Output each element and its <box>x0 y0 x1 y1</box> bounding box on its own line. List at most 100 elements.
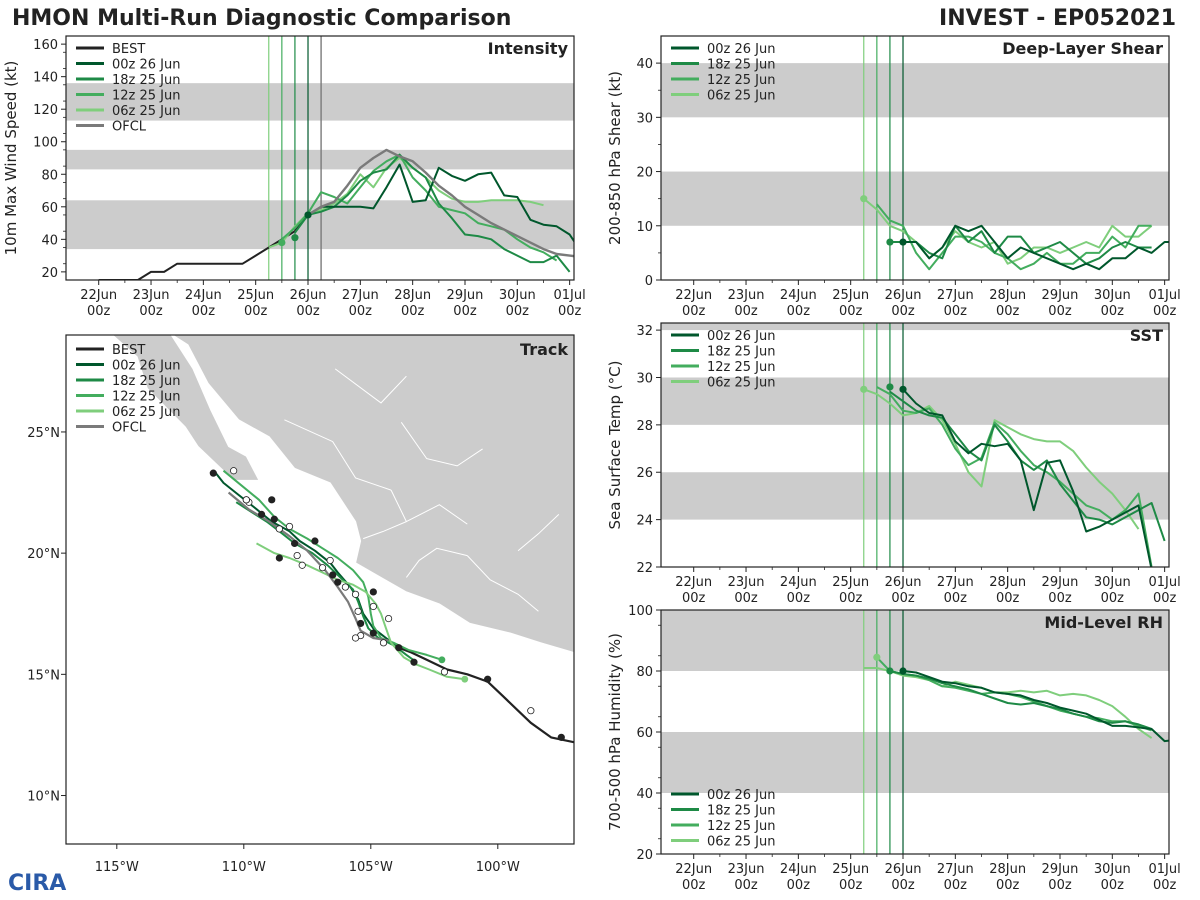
rh-xtick-label-day: 26Jun <box>885 862 922 877</box>
track-position-marker <box>257 510 266 518</box>
intensity-marker-2 <box>304 211 312 219</box>
rh-plot-area <box>661 610 1169 854</box>
rh-xtick-label-hour: 00z <box>944 878 968 893</box>
shear-legend-label-run_00z: 00z 26 Jun <box>707 42 776 57</box>
track-position-marker <box>379 639 388 647</box>
track-position-marker <box>268 496 276 504</box>
shear-marker-0 <box>860 195 868 203</box>
shear-xtick-label-hour: 00z <box>734 304 758 319</box>
main-title: HMON Multi-Run Diagnostic Comparison <box>12 6 512 31</box>
track-end-marker-06z <box>461 675 469 683</box>
shear-xtick-label-day: 28Jun <box>989 288 1026 303</box>
intensity-ylabel: 10m Max Wind Speed (kt) <box>2 61 20 256</box>
intensity-legend-label-best: BEST <box>112 42 145 57</box>
sst-xtick-label-day: 23Jun <box>728 575 765 590</box>
rh-xtick-label-day: 24Jun <box>780 862 817 877</box>
intensity-frame <box>65 35 575 281</box>
state-border-1 <box>363 489 408 540</box>
sst-xtick-label-day: 25Jun <box>832 575 869 590</box>
track-ytick-label: 10°N <box>27 790 60 805</box>
sst-xtick-label-day: 30Jun <box>1094 575 1131 590</box>
sst-legend-label-run_18z: 18z 25 Jun <box>707 345 776 360</box>
rh-xtick-label-hour: 00z <box>1048 878 1072 893</box>
rh-marker-2 <box>899 667 907 675</box>
intensity-panel: 2040608010012014016022Jun00z23Jun00z24Ju… <box>2 35 586 319</box>
intensity-xtick-label-day: 30Jun <box>499 288 536 303</box>
track-position-marker <box>527 707 535 715</box>
sst-ytick-label: 26 <box>636 466 653 481</box>
shear-ytick-label: 0 <box>645 274 653 289</box>
shear-panel: 01020304022Jun00z23Jun00z24Jun00z25Jun00… <box>606 35 1181 319</box>
intensity-title: Intensity <box>488 39 569 58</box>
shear-xtick-label-hour: 00z <box>1101 304 1125 319</box>
track-position-marker <box>209 469 217 477</box>
track-position-marker <box>341 583 349 591</box>
shear-legend-label-run_18z: 18z 25 Jun <box>707 58 776 73</box>
intensity-series-run_12z <box>281 153 558 262</box>
sst-xtick-label-hour: 00z <box>682 591 706 606</box>
rh-xtick-label-day: 25Jun <box>832 862 869 877</box>
track-position-marker <box>410 658 418 666</box>
track-position-marker <box>395 644 403 652</box>
sst-xtick-label-day: 24Jun <box>780 575 817 590</box>
rh-ytick-label: 40 <box>636 787 653 802</box>
track-position-marker <box>275 554 283 562</box>
intensity-xtick-label-hour: 00z <box>244 304 268 319</box>
sst-marker-2 <box>899 385 907 393</box>
track-frame <box>65 334 575 845</box>
sst-ytick-label: 32 <box>636 324 653 339</box>
land-mainland <box>66 335 574 654</box>
rh-ylabel: 700-500 hPa Humidity (%) <box>606 633 624 831</box>
rh-band-1 <box>661 610 1169 671</box>
track-series-ofcl <box>227 491 389 642</box>
intensity-legend-label-ofcl: OFCL <box>112 120 147 135</box>
shear-title: Deep-Layer Shear <box>1002 39 1163 58</box>
track-xtick-label: 115°W <box>95 860 139 875</box>
intensity-series-run_18z <box>294 153 571 273</box>
track-position-marker <box>326 556 334 565</box>
shear-frame <box>660 35 1170 281</box>
intensity-legend-label-run_00z: 00z 26 Jun <box>112 58 181 73</box>
track-position-marker <box>298 561 306 569</box>
shear-xtick-label-day: 27Jun <box>937 288 974 303</box>
shear-xtick-label-hour: 00z <box>682 304 706 319</box>
track-position-marker <box>285 522 294 531</box>
rh-xtick-label-hour: 00z <box>891 878 915 893</box>
sst-series-run_06z <box>863 388 1140 530</box>
state-border-0 <box>284 419 392 491</box>
sst-xtick-label-day: 28Jun <box>989 575 1026 590</box>
intensity-series-run_00z <box>307 163 574 243</box>
sst-ytick-label: 22 <box>636 561 653 576</box>
track-series-best <box>398 646 574 744</box>
rh-legend-label-run_18z: 18z 25 Jun <box>707 804 776 819</box>
shear-ylabel: 200-850 hPa Shear (kt) <box>606 71 624 245</box>
sst-band-0 <box>661 472 1169 520</box>
sst-legend-label-run_06z: 06z 25 Jun <box>707 376 776 391</box>
intensity-xtick-label-hour: 00z <box>139 304 163 319</box>
rh-xtick-label-hour: 00z <box>839 878 863 893</box>
intensity-xtick-label-day: 26Jun <box>290 288 327 303</box>
intensity-band-1 <box>66 149 574 170</box>
shear-xtick-label-day: 22Jun <box>675 288 712 303</box>
track-position-marker <box>557 733 565 741</box>
sst-xtick-label-hour: 00z <box>1153 591 1177 606</box>
intensity-xtick-label-day: 29Jun <box>447 288 484 303</box>
shear-xtick-label-hour: 00z <box>839 304 863 319</box>
track-position-marker <box>484 675 492 683</box>
intensity-legend-label-run_12z: 12z 25 Jun <box>112 89 181 104</box>
track-series-run_12z <box>222 469 443 661</box>
shear-xtick-label-day: 23Jun <box>728 288 765 303</box>
track-legend-label-best: BEST <box>112 343 145 358</box>
sst-ylabel: Sea Surface Temp (°C) <box>606 360 624 529</box>
sst-ytick-label: 28 <box>636 419 653 434</box>
track-position-marker <box>242 496 250 504</box>
intensity-ytick-label: 160 <box>33 38 58 53</box>
shear-xtick-label-day: 25Jun <box>832 288 869 303</box>
shear-xtick-label-hour: 00z <box>944 304 968 319</box>
track-legend-label-run_18z: 18z 25 Jun <box>112 374 181 389</box>
rh-legend-label-run_00z: 00z 26 Jun <box>707 788 776 803</box>
